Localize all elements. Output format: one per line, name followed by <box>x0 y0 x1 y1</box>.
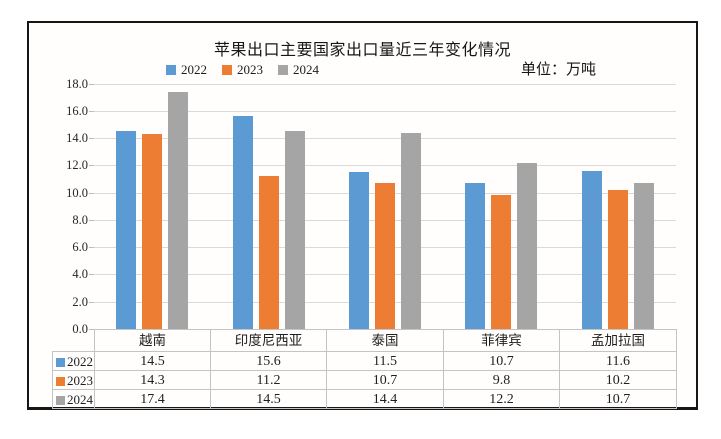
gridline <box>94 165 676 167</box>
y-axis-label: 6.0 <box>72 240 88 255</box>
bar-2024-孟加拉国 <box>633 183 654 329</box>
legend: 2022 2023 2024 <box>166 62 319 78</box>
gridline <box>94 83 676 85</box>
bar-2022-孟加拉国 <box>581 171 602 329</box>
bar-2024-印度尼西亚 <box>284 131 305 329</box>
row-swatch-2024-icon <box>56 395 65 405</box>
bar-2022-印度尼西亚 <box>232 116 253 329</box>
bar-2022-菲律宾 <box>465 183 486 329</box>
table-row-label: 2023 <box>52 370 95 390</box>
row-swatch-2023-icon <box>56 376 65 386</box>
table-header-cell: 泰国 <box>326 329 444 352</box>
table-cell: 10.7 <box>443 351 560 371</box>
gridline <box>94 110 676 112</box>
y-axis-tick <box>89 165 94 167</box>
table-cell: 10.7 <box>559 389 677 409</box>
legend-label-2024: 2024 <box>293 62 319 77</box>
table-cell: 9.8 <box>443 370 560 390</box>
legend-swatch-2023-icon <box>222 65 232 75</box>
bar-2022-泰国 <box>349 172 369 329</box>
table-cell: 10.7 <box>326 370 444 390</box>
table-header-cell: 印度尼西亚 <box>210 329 327 352</box>
table-row: 2022 14.5 15.6 11.5 10.7 11.6 <box>52 351 677 371</box>
bar-2024-泰国 <box>401 133 421 329</box>
legend-swatch-2022-icon <box>166 65 176 75</box>
bar-2024-菲律宾 <box>517 163 538 329</box>
table-cell: 15.6 <box>210 351 327 371</box>
table-header-cell: 越南 <box>94 329 211 352</box>
table-cell: 17.4 <box>94 389 211 409</box>
table-cell: 14.3 <box>94 370 211 390</box>
bar-2022-越南 <box>116 131 137 329</box>
table-cell: 14.4 <box>326 389 444 409</box>
legend-item-2024: 2024 <box>278 62 319 78</box>
table-cell: 14.5 <box>94 351 211 371</box>
y-axis-tick <box>89 301 94 303</box>
legend-label-2022: 2022 <box>181 62 207 77</box>
legend-item-2023: 2023 <box>222 62 263 78</box>
y-axis-label: 8.0 <box>72 212 88 227</box>
unit-label: 单位：万吨 <box>521 62 597 78</box>
legend-swatch-2024-icon <box>278 65 288 75</box>
table-cell: 11.2 <box>210 370 327 390</box>
y-axis-tick <box>89 110 94 112</box>
table-row: 2024 17.4 14.5 14.4 12.2 10.7 <box>52 389 677 409</box>
table-cell: 11.6 <box>559 351 677 371</box>
table-cell: 12.2 <box>443 389 560 409</box>
y-axis-tick <box>89 274 94 276</box>
bar-2024-越南 <box>168 92 189 329</box>
table-cell: 11.5 <box>326 351 444 371</box>
bar-2023-印度尼西亚 <box>258 176 279 329</box>
y-axis-tick <box>89 247 94 249</box>
y-axis-label: 18.0 <box>66 76 88 91</box>
y-axis-label: 4.0 <box>72 267 88 282</box>
data-table: 越南 印度尼西亚 泰国 菲律宾 孟加拉国 2022 14.5 15.6 11.5 10.7 11.6… <box>52 329 677 409</box>
bar-2023-孟加拉国 <box>607 190 628 329</box>
gridline <box>94 138 676 140</box>
table-header-cell: 菲律宾 <box>443 329 560 352</box>
chart-title: 苹果出口主要国家出口量近三年变化情况 <box>213 42 511 59</box>
table-header-cell: 孟加拉国 <box>559 329 677 352</box>
bar-2023-越南 <box>142 134 163 329</box>
y-axis-tick <box>89 138 94 140</box>
row-swatch-2022-icon <box>56 357 65 367</box>
table-row-label: 2022 <box>52 351 95 371</box>
y-axis-tick <box>89 83 94 85</box>
y-axis-label: 10.0 <box>66 185 88 200</box>
legend-label-2023: 2023 <box>237 62 263 77</box>
y-axis-tick <box>89 192 94 194</box>
bar-2023-菲律宾 <box>491 195 512 329</box>
table-row-label: 2024 <box>52 389 95 409</box>
y-axis-label: 0.0 <box>72 322 88 336</box>
table-cell: 14.5 <box>210 389 327 409</box>
table-row: 2023 14.3 11.2 10.7 9.8 10.2 <box>52 370 677 390</box>
y-axis-label: 2.0 <box>72 294 88 309</box>
y-axis-tick <box>89 219 94 221</box>
y-axis-label: 14.0 <box>66 131 88 146</box>
table-cell: 10.2 <box>559 370 677 390</box>
bar-2023-泰国 <box>375 183 395 329</box>
table-header-row: 越南 印度尼西亚 泰国 菲律宾 孟加拉国 <box>52 329 677 352</box>
y-axis-label: 12.0 <box>66 158 88 173</box>
y-axis-label: 16.0 <box>66 103 88 118</box>
legend-item-2022: 2022 <box>166 62 207 78</box>
